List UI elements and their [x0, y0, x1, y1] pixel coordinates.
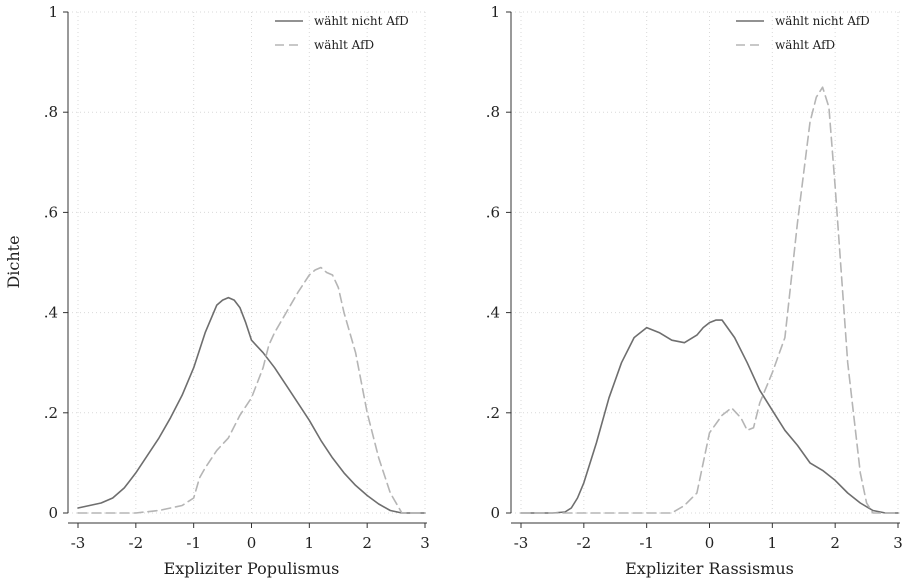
y-tick-label: .6 — [486, 203, 500, 221]
series-line-waehlt-nicht-afd — [520, 319, 899, 514]
y-tick-label: .6 — [44, 203, 58, 221]
x-axis-label: Expliziter Populismus — [164, 559, 340, 578]
x-tick-label: -3 — [514, 534, 529, 552]
y-tick-label: 0 — [48, 504, 58, 522]
x-tick-label: 1 — [768, 534, 778, 552]
x-tick-label: 3 — [893, 534, 903, 552]
x-tick-label: 2 — [830, 534, 840, 552]
x-tick-label: 0 — [705, 534, 715, 552]
y-tick-label: .4 — [486, 304, 500, 322]
series-line-waehlt-afd — [77, 266, 426, 514]
left-panel-populismus: 0 .2 .4 .6 .8 1 -3 -2 -1 0 1 2 3 Expliziter Populismu… — [44, 3, 430, 578]
x-tick-label: -1 — [639, 534, 654, 552]
x-tick-label: -1 — [186, 534, 201, 552]
y-tick-label: 1 — [48, 3, 58, 21]
x-tick-label: -2 — [577, 534, 592, 552]
legend-label: wählt AfD — [775, 38, 835, 52]
y-tick-label: .8 — [44, 103, 58, 121]
y-tick-label: .8 — [486, 103, 500, 121]
x-tick-label: 1 — [305, 534, 315, 552]
x-axis-label: Expliziter Rassismus — [625, 559, 794, 578]
x-tick-label: 2 — [362, 534, 372, 552]
series-line-waehlt-afd — [520, 86, 899, 514]
x-tick-label: 3 — [420, 534, 430, 552]
right-panel-rassismus: 0 .2 .4 .6 .8 1 -3 -2 -1 0 1 2 3 Expliziter Rassismus… — [486, 3, 903, 578]
x-tick-label: -3 — [71, 534, 86, 552]
legend-label: wählt AfD — [314, 38, 374, 52]
series-line-waehlt-nicht-afd — [77, 296, 426, 514]
legend-label: wählt nicht AfD — [314, 14, 409, 28]
y-tick-label: 0 — [490, 504, 500, 522]
y-tick-label: .2 — [44, 404, 58, 422]
y-tick-label: .2 — [486, 404, 500, 422]
y-tick-label: 1 — [490, 3, 500, 21]
legend-label: wählt nicht AfD — [775, 14, 870, 28]
x-tick-label: 0 — [247, 534, 257, 552]
x-tick-label: -2 — [129, 534, 144, 552]
y-axis-label: Dichte — [4, 235, 23, 288]
y-tick-label: .4 — [44, 304, 58, 322]
